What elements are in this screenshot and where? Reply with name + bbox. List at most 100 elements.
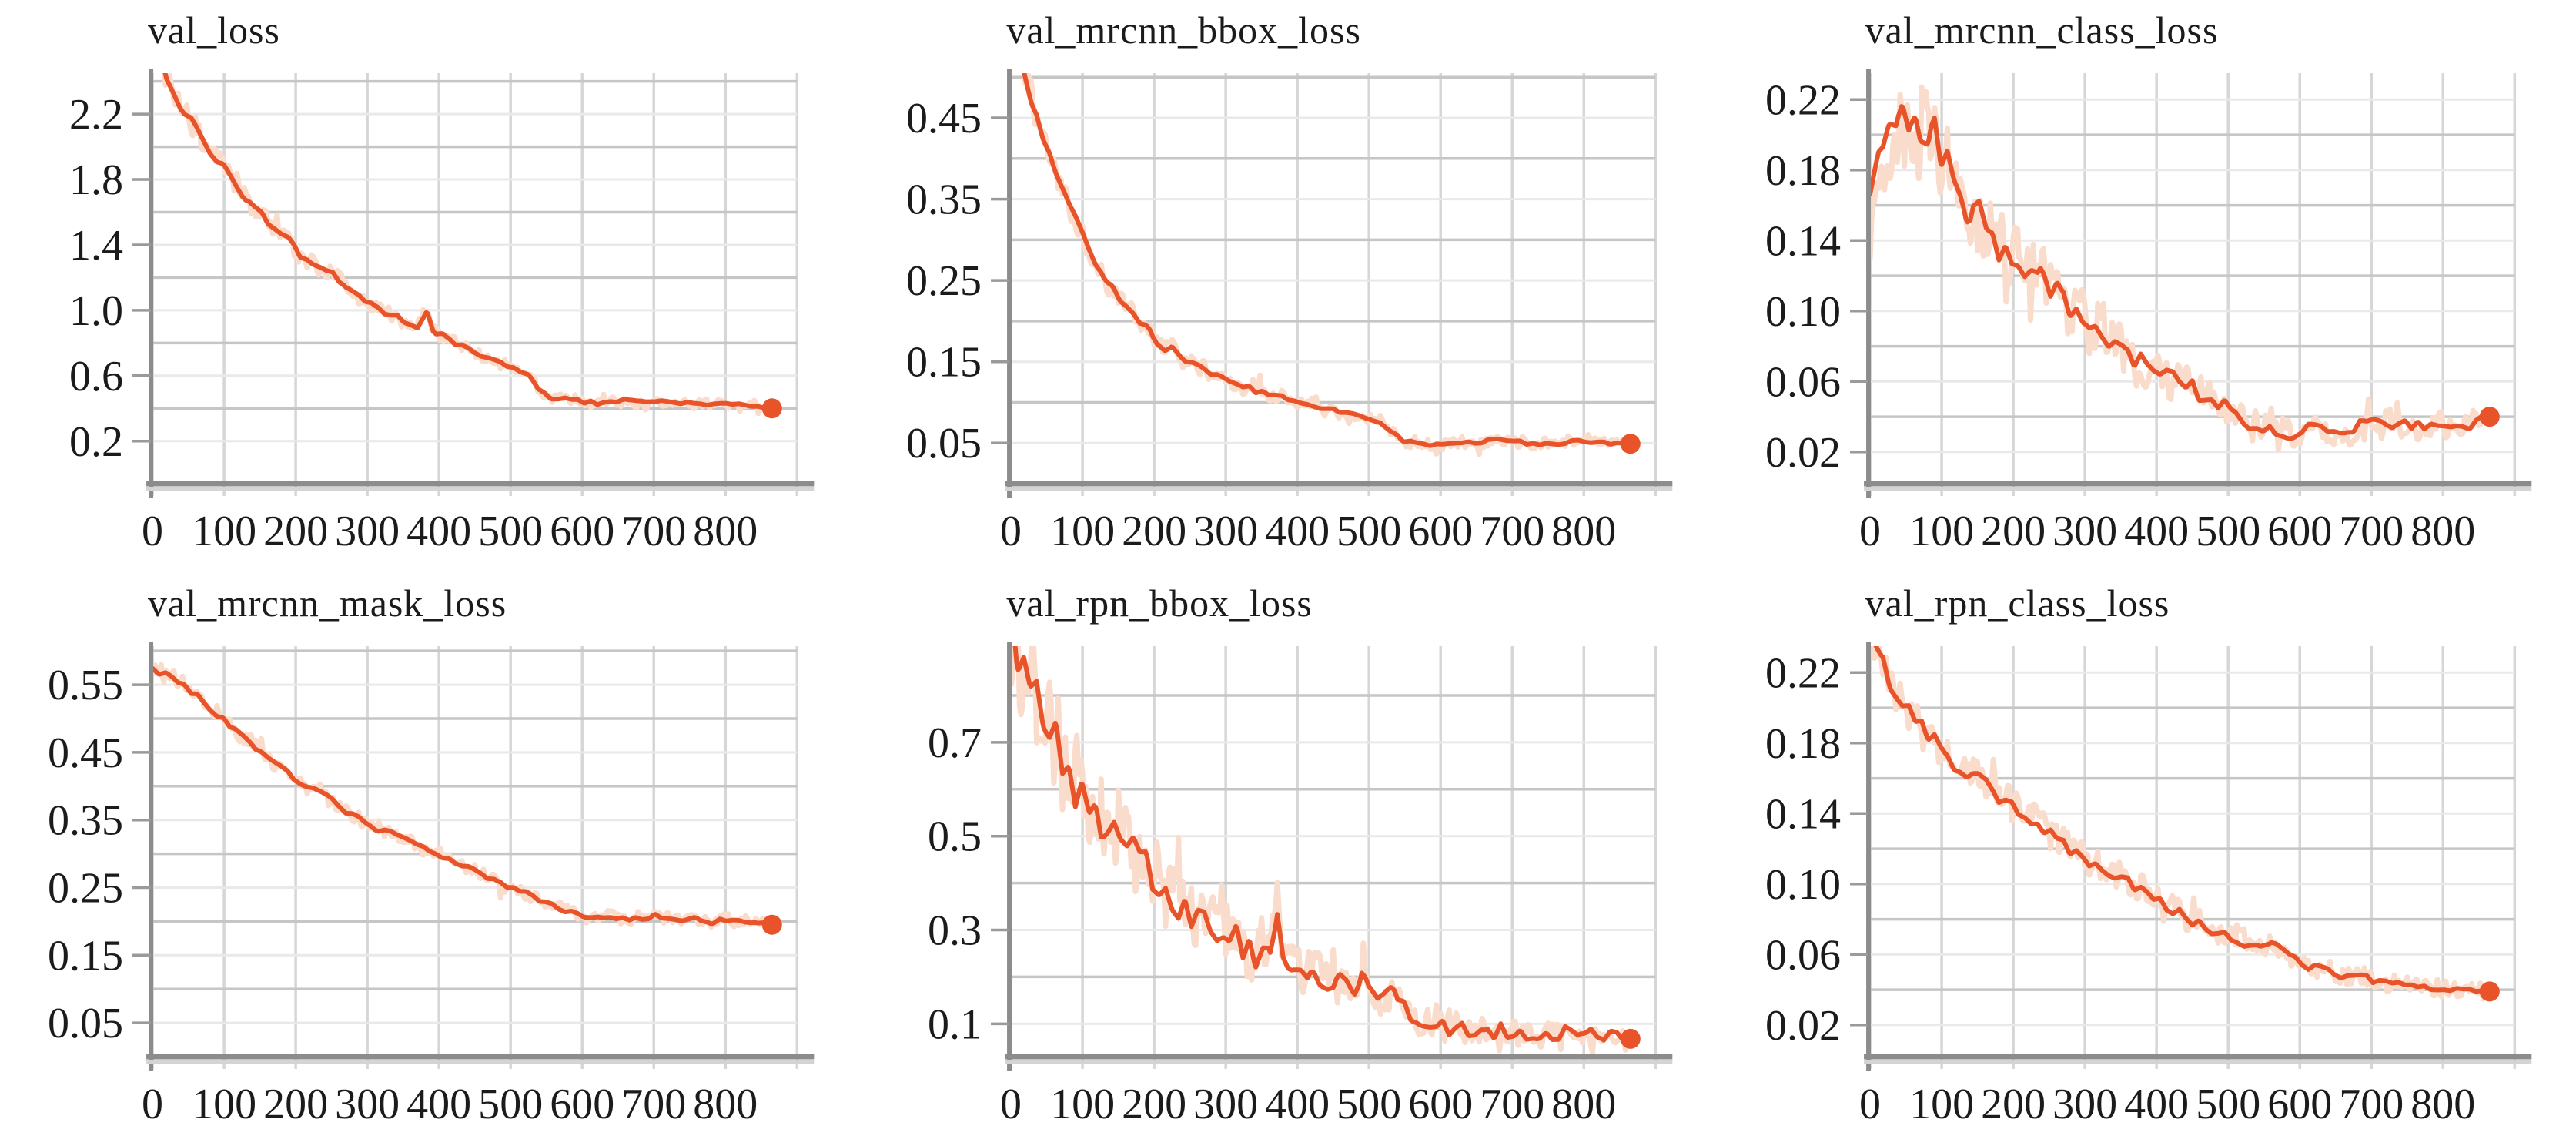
x-tick-label: 500 [1337,1081,1402,1128]
x-tick-label: 100 [1050,508,1115,555]
series-group [161,73,774,417]
y-tick-label: 0.22 [1765,649,1841,697]
y-tick-label: 0.05 [48,1000,123,1047]
x-tick-label: 600 [2267,508,2332,555]
raw-series-band [152,662,774,930]
y-tick-labels: 0.22 0.18 0.14 0.10 0.06 0.02 [1765,649,1868,1050]
x-gridlines [1009,646,1658,1069]
plot-canvas-val-mrcnn-mask-loss: 0.55 0.45 0.35 0.25 0.15 0.05 0 100 200 300 400 500… [48,642,815,1128]
x-tick-label: 800 [693,508,758,555]
series-group [152,662,774,930]
y-tick-labels: 0.22 0.18 0.14 0.10 0.06 0.02 [1765,76,1868,477]
x-tick-label: 600 [550,508,614,555]
x-tick-label: 0 [142,1081,163,1128]
x-tick-label: 400 [2124,1081,2189,1128]
y-tick-label: 0.3 [928,907,982,955]
y-tick-labels: 2.2 1.8 1.4 1.0 0.6 0.2 [69,91,152,466]
smoothed-series-line [152,665,774,927]
raw-series-band [1869,84,2491,453]
x-tick-label: 300 [1193,508,1258,555]
x-tick-label: 700 [2339,1081,2404,1128]
y-tick-label: 0.55 [48,662,123,709]
plot-canvas-val-mrcnn-class-loss: 0.22 0.18 0.14 0.10 0.06 0.02 0 100 200 300 400 500… [1765,69,2531,555]
series-end-dot [2479,981,2500,1002]
y-tick-label: 0.15 [906,339,982,387]
x-gridlines [151,73,799,496]
series-group [1869,646,2491,1002]
y-tick-labels: 0.7 0.5 0.3 0.1 [928,719,1010,1048]
x-tick-label: 700 [1480,508,1545,555]
y-tick-label: 0.7 [928,719,982,767]
x-tick-label: 300 [2052,508,2117,555]
y-tick-label: 1.4 [69,222,123,270]
y-tick-label: 0.18 [1765,720,1841,768]
x-tick-label: 100 [1909,508,1974,555]
x-tick-label: 800 [693,1081,758,1128]
chart-val-loss: val_loss 2.2 1.8 1.4 1.0 0.6 0.2 0 100 200 300 400… [0,0,858,573]
x-tick-label: 700 [1480,1081,1545,1128]
x-tick-label: 700 [621,508,686,555]
x-tick-label: 300 [335,1081,400,1128]
y-tick-label: 0.45 [48,729,123,777]
y-tick-label: 1.8 [69,156,123,204]
series-end-dot [1621,1028,1641,1049]
x-tick-label: 300 [1193,1081,1258,1128]
chart-val-mrcnn-class-loss: val_mrcnn_class_loss 0.22 0.18 0.14 0.10 0.0… [1718,0,2576,573]
x-tick-label: 400 [1265,1081,1330,1128]
plot-canvas-val-mrcnn-bbox-loss: 0.45 0.35 0.25 0.15 0.05 0 100 200 300 400 500 600 7… [906,69,1673,555]
x-tick-label: 400 [406,508,471,555]
chart-val-mrcnn-mask-loss: val_mrcnn_mask_loss 0.55 0.45 0.35 0.25 0.15… [0,573,858,1146]
plot-canvas-val-rpn-class-loss: 0.22 0.18 0.14 0.10 0.06 0.02 0 100 200 300 400 500… [1765,642,2531,1128]
chart-title: val_mrcnn_mask_loss [148,581,507,625]
y-tick-label: 0.35 [906,176,982,224]
smoothed-series-line [1012,646,1633,1043]
y-tick-label: 0.06 [1765,358,1841,406]
y-tick-labels: 0.55 0.45 0.35 0.25 0.15 0.05 [48,662,152,1047]
x-tick-label: 0 [1000,508,1022,555]
x-tick-label: 0 [1859,1081,1881,1128]
x-tick-label: 800 [2410,508,2475,555]
chart-title: val_mrcnn_bbox_loss [1006,8,1361,52]
x-tick-label: 500 [2196,1081,2260,1128]
x-tick-label: 400 [1265,508,1330,555]
series-end-dot [1621,434,1641,454]
x-tick-label: 600 [1409,1081,1474,1128]
raw-series-band [161,73,774,417]
smoothed-series-line [1869,104,2491,441]
y-tick-label: 0.10 [1765,288,1841,336]
y-gridlines [1869,671,2514,1027]
x-tick-label: 800 [1552,508,1617,555]
y-tick-label: 1.0 [69,287,123,335]
smoothed-series-line [1873,646,2491,994]
y-tick-label: 0.2 [69,418,123,466]
y-tick-label: 0.10 [1765,861,1841,909]
x-tick-label: 400 [2124,508,2189,555]
x-tick-labels: 0 100 200 300 400 500 600 700 800 [142,508,758,555]
plot-canvas-val-loss: 2.2 1.8 1.4 1.0 0.6 0.2 0 100 200 300 400 500 600 700… [69,69,815,555]
series-end-dot [2479,407,2500,427]
series-end-dot [761,914,782,935]
y-tick-label: 0.25 [906,257,982,305]
x-tick-label: 200 [1122,1081,1186,1128]
chart-title: val_rpn_class_loss [1865,581,2170,625]
chart-title: val_mrcnn_class_loss [1865,8,2219,52]
y-gridlines [152,79,798,443]
y-tick-label: 0.35 [48,797,123,845]
plot-canvas-val-rpn-bbox-loss: 0.7 0.5 0.3 0.1 0 100 200 300 400 500 600 700 800 [928,642,1673,1128]
y-tick-label: 0.1 [928,1000,982,1048]
smoothed-series-line [1022,73,1633,448]
y-tick-label: 0.45 [906,95,982,142]
x-tick-label: 300 [335,508,400,555]
chart-val-mrcnn-bbox-loss: val_mrcnn_bbox_loss 0.45 0.35 0.25 0.15 0.05… [858,0,1717,573]
x-tick-label: 0 [1000,1081,1022,1128]
y-tick-label: 0.15 [48,932,123,980]
y-gridlines [1011,75,1656,444]
x-tick-label: 200 [1981,1081,2046,1128]
x-tick-label: 100 [192,1081,256,1128]
chart-val-rpn-bbox-loss: val_rpn_bbox_loss 0.7 0.5 0.3 0.1 0 100 200 300… [858,573,1717,1146]
raw-series-band [1869,646,2491,1002]
x-tick-label: 200 [263,1081,328,1128]
x-tick-label: 500 [2196,508,2260,555]
y-tick-label: 2.2 [69,91,123,139]
x-tick-label: 500 [478,1081,543,1128]
